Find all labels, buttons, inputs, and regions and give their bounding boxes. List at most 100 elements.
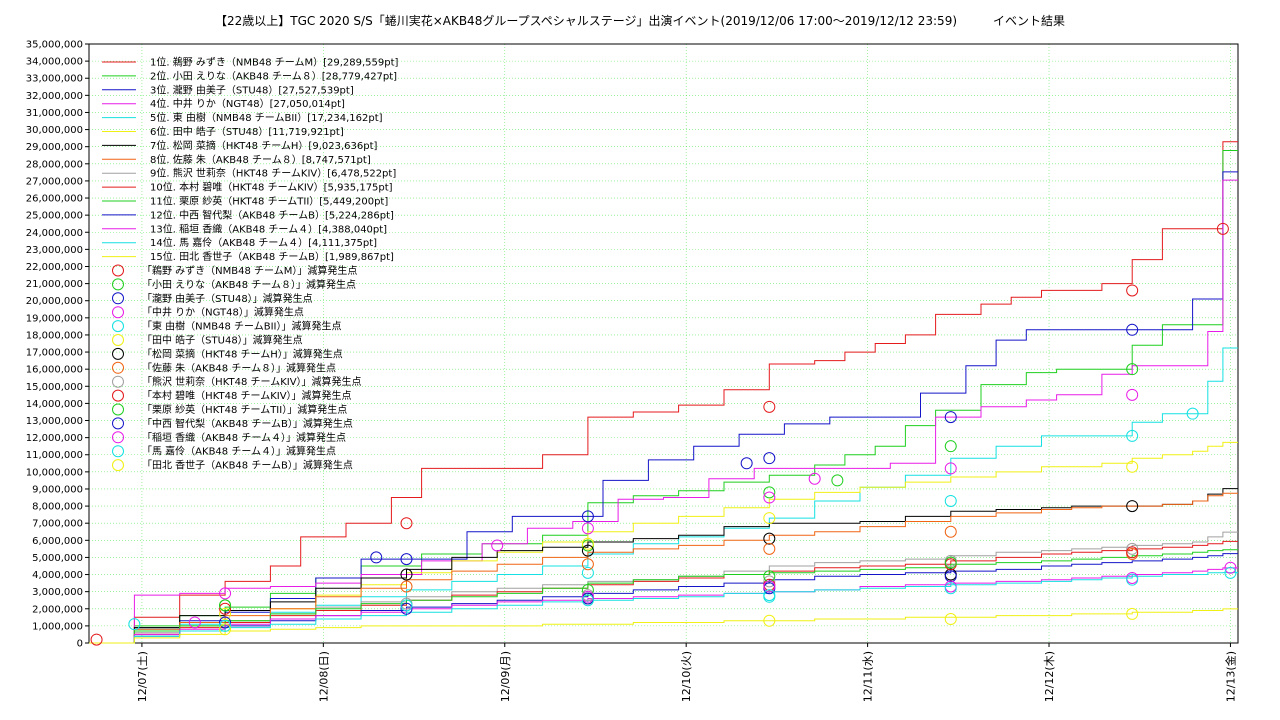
marker-point xyxy=(1224,566,1237,579)
marker-point xyxy=(188,616,201,629)
marker-point xyxy=(1126,573,1139,586)
y-tick-label: 9,000,000 xyxy=(32,484,83,495)
legend-series-label: 6位. 田中 皓子（STU48）[11,719,921pt] xyxy=(150,125,344,138)
x-tick-label: 12/09(月) xyxy=(499,651,512,702)
legend-series-label: 8位. 佐藤 朱（AKB48 チーム８）[8,747,571pt] xyxy=(150,153,371,166)
marker-point xyxy=(581,590,594,603)
marker-point xyxy=(1126,284,1139,297)
legend-marker-label: 「栗原 紗英（HKT48 チームTII）」減算発生点 xyxy=(142,403,347,416)
marker-point xyxy=(581,583,594,596)
y-tick-label: 0 xyxy=(77,639,83,650)
y-tick-label: 10,000,000 xyxy=(26,467,83,478)
marker-point xyxy=(400,599,413,612)
legend-marker-label: 「瀧野 由美子（STU48）」減算発生点 xyxy=(142,292,313,305)
marker-point xyxy=(944,462,957,475)
marker-point xyxy=(581,566,594,579)
y-tick-label: 19,000,000 xyxy=(26,313,83,324)
marker-point xyxy=(219,587,232,600)
y-tick-label: 23,000,000 xyxy=(26,245,83,256)
marker-point xyxy=(944,411,957,424)
marker-point xyxy=(370,551,383,564)
marker-point xyxy=(400,602,413,615)
marker-point xyxy=(763,452,776,465)
marker-point xyxy=(1126,542,1139,555)
y-tick-label: 33,000,000 xyxy=(26,74,83,85)
legend-marker-label: 「田中 皓子（STU48）」減算発生点 xyxy=(142,334,303,347)
series-line xyxy=(89,492,1238,644)
plot-frame xyxy=(88,43,1239,644)
series-line xyxy=(89,179,1238,644)
marker-point xyxy=(581,558,594,571)
marker-point xyxy=(944,570,957,583)
marker-point xyxy=(90,633,103,646)
x-tick-label: 12/08(日) xyxy=(317,651,330,702)
series-line xyxy=(89,567,1238,644)
y-tick-label: 11,000,000 xyxy=(26,450,83,461)
legend-marker-label: 「松岡 菜摘（HKT48 チームH）」減算発生点 xyxy=(142,347,343,360)
legend-series-label: 2位. 小田 えりな（AKB48 チーム８）[28,779,427pt] xyxy=(150,69,397,82)
y-tick-label: 21,000,000 xyxy=(26,279,83,290)
legend-marker-label: 「東 由樹（NMB48 チームBII）」減算発生点 xyxy=(142,320,342,333)
marker-point xyxy=(763,570,776,583)
marker-point xyxy=(581,594,594,607)
y-tick-label: 27,000,000 xyxy=(26,176,83,187)
y-tick-label: 30,000,000 xyxy=(26,125,83,136)
marker-point xyxy=(400,553,413,566)
y-tick-label: 18,000,000 xyxy=(26,330,83,341)
y-tick-label: 26,000,000 xyxy=(26,194,83,205)
y-tick-label: 12,000,000 xyxy=(26,433,83,444)
marker-point xyxy=(944,582,957,595)
marker-point xyxy=(581,544,594,557)
marker-point xyxy=(219,599,232,612)
marker-point xyxy=(491,539,504,552)
marker-point xyxy=(763,400,776,413)
marker-point xyxy=(219,602,232,615)
y-tick-label: 35,000,000 xyxy=(26,40,83,51)
y-tick-label: 25,000,000 xyxy=(26,211,83,222)
legend-marker-swatch xyxy=(112,375,124,388)
y-tick-label: 28,000,000 xyxy=(26,159,83,170)
x-tick-label: 12/10(火) xyxy=(680,651,693,702)
x-tick-label: 12/12(木) xyxy=(1043,651,1056,702)
legend-marker-swatch xyxy=(112,389,124,402)
legend-series-label: 5位. 東 由樹（NMB48 チームBII）[17,234,162pt] xyxy=(150,111,383,124)
chart-title: 【22歳以上】TGC 2020 S/S「蜷川実花×AKB48グループスペシャルス… xyxy=(214,14,1066,28)
marker-point xyxy=(763,532,776,545)
legend-marker-label: 「鵜野 みずき（NMB48 チームM）」減算発生点 xyxy=(142,264,357,277)
marker-point xyxy=(1126,388,1139,401)
legend-marker-label: 「馬 嘉伶（AKB48 チーム４）」減算発生点 xyxy=(142,445,336,458)
y-tick-label: 32,000,000 xyxy=(26,91,83,102)
legend-marker-swatch xyxy=(112,417,124,430)
marker-point xyxy=(128,618,141,631)
marker-point xyxy=(1126,460,1139,473)
marker-point xyxy=(808,472,821,485)
marker-point xyxy=(581,537,594,550)
marker-point xyxy=(219,616,232,629)
y-tick-label: 16,000,000 xyxy=(26,365,83,376)
marker-point xyxy=(1126,500,1139,513)
marker-point xyxy=(763,580,776,593)
y-tick-label: 6,000,000 xyxy=(32,536,83,547)
y-tick-label: 2,000,000 xyxy=(32,604,83,615)
legend-marker-swatch xyxy=(112,334,124,346)
y-tick-label: 17,000,000 xyxy=(26,348,83,359)
y-tick-label: 13,000,000 xyxy=(26,416,83,427)
series-line xyxy=(89,171,1238,644)
y-tick-label: 15,000,000 xyxy=(26,382,83,393)
x-tick-label: 12/11(水) xyxy=(862,651,875,702)
marker-point xyxy=(944,525,957,538)
legend-series-label: 3位. 瀧野 由美子（STU48）[27,527,539pt] xyxy=(150,83,354,96)
series-line xyxy=(89,141,1238,644)
legend-series-label: 14位. 馬 嘉伶（AKB48 チーム４）[4,111,375pt] xyxy=(150,236,377,249)
marker-point xyxy=(763,486,776,499)
legend-marker-swatch xyxy=(112,306,124,319)
marker-point xyxy=(400,580,413,593)
series-line xyxy=(89,441,1238,644)
legend-series-label: 7位. 松岡 菜摘（HKT48 チームH）[9,023,636pt] xyxy=(150,139,377,152)
marker-point xyxy=(944,440,957,453)
y-tick-label: 3,000,000 xyxy=(32,587,83,598)
legend-marker-label: 「佐藤 朱（AKB48 チーム８）」減算発生点 xyxy=(142,361,336,374)
marker-point xyxy=(763,614,776,627)
y-tick-label: 29,000,000 xyxy=(26,142,83,153)
marker-point xyxy=(1126,607,1139,620)
